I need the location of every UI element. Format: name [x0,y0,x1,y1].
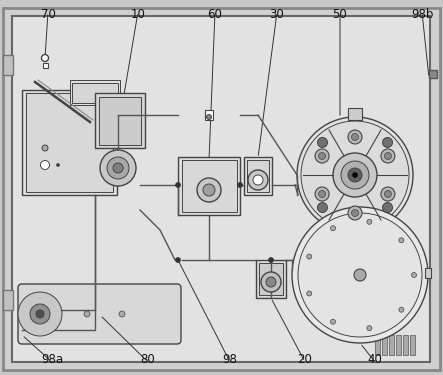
Bar [348,108,362,120]
Bar [99,97,141,145]
Circle shape [40,160,50,170]
Bar [389,335,394,355]
Circle shape [385,153,392,159]
Bar [410,335,415,355]
Circle shape [348,130,362,144]
Bar [72,83,118,103]
Circle shape [253,175,263,185]
Circle shape [248,170,268,190]
Bar [178,157,240,215]
Circle shape [399,307,404,312]
Circle shape [382,138,392,147]
Text: 80: 80 [140,353,155,366]
Circle shape [319,153,326,159]
Circle shape [100,150,136,186]
Circle shape [330,226,335,231]
Bar [382,335,387,355]
Circle shape [341,161,369,189]
Circle shape [351,134,358,141]
Circle shape [348,168,362,182]
Text: 20: 20 [298,353,312,366]
Circle shape [292,207,428,343]
Circle shape [36,310,44,318]
Circle shape [367,326,372,331]
Circle shape [119,311,125,317]
Circle shape [351,210,358,216]
Bar [3,290,13,310]
Circle shape [307,291,312,296]
Circle shape [315,187,329,201]
Circle shape [319,190,326,198]
Bar [425,268,431,278]
Circle shape [381,149,395,163]
Circle shape [107,157,129,179]
Text: 60: 60 [208,8,222,21]
Bar [247,160,269,192]
Circle shape [297,117,413,233]
Bar [244,157,272,195]
Circle shape [385,190,392,198]
Circle shape [352,172,358,178]
Bar [22,90,117,195]
Circle shape [206,114,211,120]
Bar [375,335,380,355]
Text: 10: 10 [131,8,145,21]
Circle shape [203,184,215,196]
Circle shape [330,319,335,324]
Circle shape [57,164,59,166]
Circle shape [30,304,50,324]
Circle shape [301,121,409,229]
Circle shape [354,269,366,281]
Circle shape [197,178,221,202]
Circle shape [268,258,273,262]
Bar [43,63,48,68]
Bar [396,335,401,355]
Circle shape [261,272,281,292]
Bar [70,80,120,105]
Bar [429,70,437,78]
Circle shape [318,138,327,147]
Circle shape [84,311,90,317]
Circle shape [381,187,395,201]
Circle shape [382,202,392,213]
Circle shape [367,219,372,224]
Bar [95,93,145,148]
Bar [182,160,237,212]
Bar [3,55,13,75]
Text: 98a: 98a [41,353,63,366]
Bar [259,263,283,295]
Text: 98b: 98b [411,8,433,21]
Bar [26,93,113,192]
Bar [205,110,213,120]
Circle shape [348,206,362,220]
Bar [403,335,408,355]
Circle shape [237,183,242,188]
Text: 40: 40 [368,353,382,366]
Circle shape [42,145,48,151]
Circle shape [266,277,276,287]
Text: 70: 70 [41,8,55,21]
Circle shape [333,153,377,197]
Circle shape [18,292,62,336]
Circle shape [315,149,329,163]
Bar [256,260,286,298]
Text: 98: 98 [222,353,237,366]
Circle shape [175,183,180,188]
Circle shape [42,54,48,62]
Text: 30: 30 [270,8,284,21]
Circle shape [298,213,422,337]
Circle shape [412,273,416,278]
Circle shape [399,238,404,243]
Circle shape [175,258,180,262]
Text: 50: 50 [333,8,347,21]
Circle shape [307,254,312,259]
Circle shape [318,202,327,213]
Circle shape [113,163,123,173]
FancyBboxPatch shape [18,284,181,344]
